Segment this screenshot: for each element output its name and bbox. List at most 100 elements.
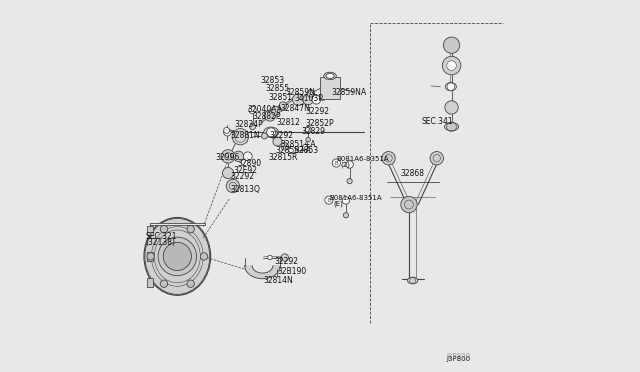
Ellipse shape — [326, 74, 334, 78]
Text: B081A6-8351A: B081A6-8351A — [329, 195, 381, 201]
Bar — [320, 77, 340, 99]
Circle shape — [187, 225, 195, 233]
Text: 32292: 32292 — [305, 108, 329, 116]
Text: B: B — [327, 198, 331, 203]
Circle shape — [264, 110, 276, 121]
Circle shape — [447, 83, 454, 90]
Circle shape — [346, 161, 353, 168]
Circle shape — [158, 237, 196, 276]
Text: 32814N: 32814N — [264, 276, 293, 285]
Circle shape — [267, 128, 276, 137]
Circle shape — [347, 179, 352, 184]
Text: 32812: 32812 — [276, 119, 301, 128]
Circle shape — [325, 196, 333, 204]
Circle shape — [303, 94, 314, 105]
Circle shape — [147, 253, 154, 260]
Circle shape — [268, 255, 272, 260]
Text: 32855: 32855 — [266, 84, 290, 93]
Circle shape — [279, 102, 287, 109]
Circle shape — [343, 213, 349, 218]
Text: B: B — [335, 161, 338, 166]
Text: (32138): (32138) — [146, 238, 176, 247]
Circle shape — [223, 167, 234, 179]
Polygon shape — [147, 226, 153, 235]
Circle shape — [292, 94, 305, 106]
Text: (2): (2) — [340, 161, 351, 168]
Circle shape — [163, 242, 191, 270]
Text: 32859N: 32859N — [286, 88, 316, 97]
Polygon shape — [150, 223, 205, 225]
Circle shape — [332, 159, 340, 167]
Ellipse shape — [264, 127, 278, 137]
Circle shape — [303, 144, 308, 150]
Circle shape — [312, 95, 321, 104]
Circle shape — [289, 147, 296, 153]
Text: 32E92: 32E92 — [233, 166, 257, 174]
Polygon shape — [147, 278, 153, 287]
Ellipse shape — [144, 218, 211, 295]
Text: 32813Q: 32813Q — [230, 185, 260, 194]
Text: B081A6-8351A: B081A6-8351A — [336, 155, 389, 161]
Text: 32851+A: 32851+A — [280, 140, 316, 149]
Ellipse shape — [324, 72, 336, 80]
Text: 32868: 32868 — [401, 169, 425, 177]
Text: 32996: 32996 — [216, 153, 240, 161]
Ellipse shape — [408, 277, 418, 284]
Text: 32855+A: 32855+A — [276, 146, 311, 155]
Circle shape — [305, 126, 311, 132]
Circle shape — [281, 254, 289, 261]
Circle shape — [226, 179, 239, 193]
Text: 32890: 32890 — [237, 159, 262, 168]
Text: 32882P: 32882P — [253, 112, 281, 121]
Circle shape — [281, 142, 289, 150]
Circle shape — [401, 196, 417, 213]
Circle shape — [273, 137, 282, 146]
Text: 32853: 32853 — [294, 146, 318, 155]
Circle shape — [445, 101, 458, 114]
Circle shape — [444, 37, 460, 53]
Circle shape — [262, 133, 268, 139]
Text: J3P800: J3P800 — [446, 353, 470, 359]
Text: 34103P: 34103P — [294, 94, 323, 103]
Polygon shape — [244, 266, 280, 279]
Circle shape — [232, 129, 248, 145]
Circle shape — [382, 151, 396, 165]
Ellipse shape — [445, 123, 459, 131]
Text: 32292: 32292 — [269, 131, 293, 141]
Circle shape — [307, 90, 314, 97]
Circle shape — [187, 280, 195, 288]
Circle shape — [221, 150, 235, 163]
Circle shape — [200, 253, 208, 260]
Circle shape — [249, 106, 256, 114]
Text: 32292: 32292 — [230, 172, 254, 181]
Text: SEC.321: SEC.321 — [146, 231, 177, 241]
Ellipse shape — [445, 83, 456, 91]
Circle shape — [430, 151, 444, 165]
Text: 32829: 32829 — [301, 126, 326, 136]
Text: 32859NA: 32859NA — [331, 88, 366, 97]
Circle shape — [306, 137, 310, 142]
Text: 32847N: 32847N — [280, 104, 310, 113]
Circle shape — [233, 151, 244, 161]
Text: (E): (E) — [333, 201, 343, 207]
Text: 32B190: 32B190 — [277, 267, 307, 276]
Circle shape — [223, 128, 230, 134]
Text: 32852P: 32852P — [305, 119, 334, 128]
Polygon shape — [147, 252, 153, 261]
Text: 32881N: 32881N — [230, 131, 260, 141]
Text: 32292: 32292 — [275, 257, 299, 266]
Text: 32834P: 32834P — [235, 121, 264, 129]
Circle shape — [223, 129, 231, 136]
Text: 32815R: 32815R — [268, 153, 298, 162]
Circle shape — [442, 56, 461, 75]
Circle shape — [271, 106, 280, 115]
Circle shape — [160, 280, 168, 288]
Circle shape — [447, 61, 456, 70]
Circle shape — [342, 197, 349, 204]
Text: SEC.341: SEC.341 — [421, 117, 453, 126]
Text: 32040AA: 32040AA — [248, 105, 283, 114]
Circle shape — [250, 124, 255, 130]
Circle shape — [243, 152, 252, 161]
Text: J3P800: J3P800 — [446, 356, 470, 362]
Text: 32851: 32851 — [268, 93, 292, 102]
